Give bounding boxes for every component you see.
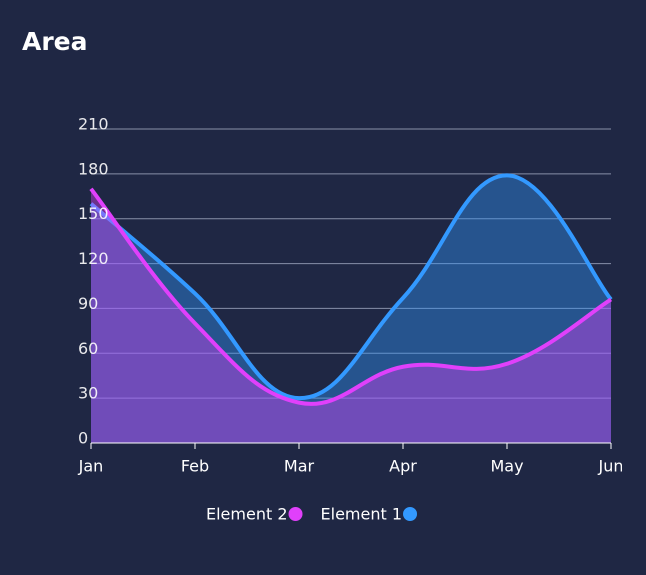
y-tick-label: 30 xyxy=(78,384,98,403)
chart-title: Area xyxy=(22,27,88,56)
x-tick-label: May xyxy=(490,457,523,476)
x-tick-label: Jun xyxy=(598,457,624,476)
legend-marker xyxy=(403,507,418,521)
area-fill xyxy=(91,175,611,443)
x-tick-label: Mar xyxy=(284,457,315,476)
x-tick-label: Jan xyxy=(78,457,104,476)
y-tick-label: 120 xyxy=(78,249,109,268)
plot: 0 30 60 90 120 150 180 210 Jan Feb Mar Apr May Jun xyxy=(78,115,624,476)
legend-label: Element 2 xyxy=(206,505,288,524)
area-line xyxy=(89,187,613,406)
area-line xyxy=(89,173,613,401)
y-tick-label: 0 xyxy=(78,429,88,448)
legend-marker xyxy=(288,507,303,521)
y-tick-label: 150 xyxy=(78,204,109,223)
y-tick-label: 60 xyxy=(78,339,98,358)
x-tick-label: Apr xyxy=(389,457,417,476)
y-tick-label: 90 xyxy=(78,294,98,313)
legend-label: Element 1 xyxy=(321,505,403,524)
y-tick-label: 210 xyxy=(78,115,109,134)
x-tick-label: Feb xyxy=(181,457,209,476)
area-fill xyxy=(91,188,611,443)
y-tick-label: 180 xyxy=(78,159,109,178)
